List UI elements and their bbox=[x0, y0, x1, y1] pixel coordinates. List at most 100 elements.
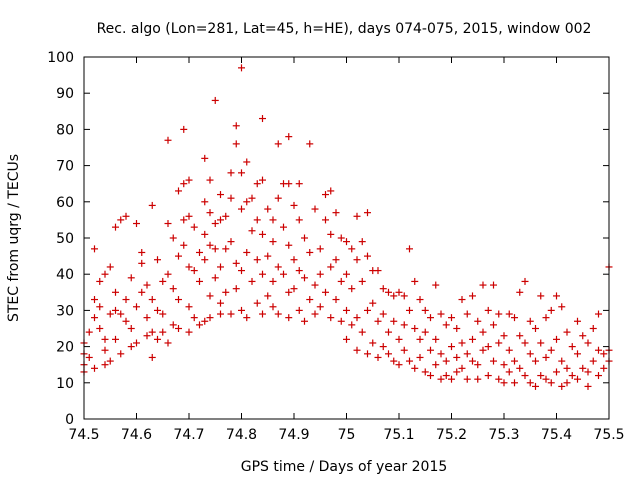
data-point bbox=[122, 212, 130, 220]
data-point bbox=[96, 277, 104, 285]
data-point bbox=[458, 296, 466, 304]
data-point bbox=[453, 353, 461, 361]
data-point bbox=[243, 158, 251, 166]
data-point bbox=[259, 310, 266, 318]
data-point bbox=[505, 368, 513, 376]
data-point bbox=[558, 357, 566, 365]
data-point bbox=[232, 285, 240, 293]
data-point bbox=[232, 122, 240, 130]
data-point bbox=[406, 306, 413, 314]
data-point bbox=[579, 332, 587, 340]
data-point bbox=[595, 346, 602, 354]
data-point bbox=[274, 263, 282, 271]
x-tick-label: 75.2 bbox=[436, 427, 467, 443]
x-tick-label: 75.1 bbox=[383, 427, 414, 443]
data-point bbox=[348, 245, 356, 253]
data-point bbox=[290, 256, 298, 264]
data-point bbox=[589, 325, 597, 332]
data-point bbox=[274, 310, 282, 318]
data-point bbox=[479, 328, 487, 336]
data-point bbox=[490, 321, 497, 329]
data-point bbox=[511, 357, 518, 365]
data-point bbox=[474, 361, 482, 369]
data-point bbox=[232, 140, 240, 148]
data-point bbox=[322, 288, 329, 296]
x-tick-label: 75.4 bbox=[541, 427, 572, 443]
data-point bbox=[584, 382, 592, 390]
y-tick-label: 80 bbox=[56, 122, 74, 138]
data-point bbox=[211, 96, 219, 104]
data-point bbox=[521, 372, 529, 380]
data-point bbox=[484, 343, 492, 351]
data-point bbox=[91, 364, 98, 372]
data-point bbox=[101, 346, 109, 354]
data-point bbox=[106, 263, 114, 271]
data-point bbox=[269, 216, 277, 224]
data-point bbox=[101, 270, 109, 278]
data-point bbox=[133, 303, 140, 311]
data-point bbox=[563, 379, 571, 387]
data-point bbox=[584, 339, 592, 347]
data-point bbox=[537, 292, 545, 300]
data-point bbox=[385, 288, 392, 296]
data-point bbox=[511, 379, 518, 387]
data-point bbox=[154, 256, 161, 264]
data-point bbox=[337, 317, 345, 325]
data-point bbox=[532, 325, 539, 332]
data-point bbox=[227, 238, 235, 246]
data-point bbox=[269, 303, 277, 311]
data-point bbox=[295, 180, 303, 188]
data-point bbox=[427, 346, 434, 354]
data-point bbox=[311, 281, 319, 289]
data-point bbox=[448, 375, 455, 383]
y-tick-label: 0 bbox=[65, 412, 74, 428]
data-point bbox=[516, 332, 524, 340]
data-point bbox=[484, 372, 492, 380]
data-point bbox=[353, 314, 361, 322]
data-point bbox=[295, 267, 303, 275]
data-point bbox=[526, 317, 534, 325]
data-point bbox=[217, 299, 224, 307]
data-point bbox=[348, 321, 356, 329]
axis-ticks: 74.5 74.6 74.7 74.8 74.9 75 75.1 75.2 75.3 75.4 75… bbox=[47, 50, 624, 443]
data-point bbox=[127, 325, 135, 332]
data-point bbox=[500, 379, 508, 387]
data-point bbox=[280, 223, 287, 231]
data-point bbox=[432, 335, 440, 343]
data-point bbox=[112, 335, 119, 343]
data-point bbox=[521, 339, 529, 347]
data-point bbox=[306, 296, 314, 304]
x-tick-label: 75.3 bbox=[488, 427, 519, 443]
data-point bbox=[274, 194, 282, 202]
data-point bbox=[479, 281, 487, 289]
data-point bbox=[453, 325, 461, 332]
x-tick-label: 74.5 bbox=[68, 427, 99, 443]
data-point bbox=[547, 306, 555, 314]
data-point bbox=[264, 205, 272, 213]
data-point bbox=[301, 317, 308, 325]
data-point bbox=[196, 321, 203, 329]
data-point bbox=[164, 270, 172, 278]
data-point bbox=[421, 306, 429, 314]
data-point bbox=[448, 343, 455, 351]
data-point bbox=[143, 281, 151, 289]
data-point bbox=[217, 310, 224, 318]
data-point bbox=[180, 241, 188, 249]
plot-frame bbox=[83, 56, 610, 420]
data-point bbox=[175, 252, 182, 260]
data-point bbox=[248, 277, 256, 285]
data-point bbox=[227, 310, 235, 318]
data-point bbox=[154, 306, 161, 314]
x-tick-label: 74.7 bbox=[173, 427, 204, 443]
data-point bbox=[337, 234, 345, 242]
data-point bbox=[211, 245, 219, 253]
data-point bbox=[442, 357, 450, 365]
data-point bbox=[437, 375, 445, 383]
data-point bbox=[238, 169, 245, 177]
data-point bbox=[343, 306, 350, 314]
data-point bbox=[474, 317, 482, 325]
data-point bbox=[143, 332, 151, 340]
x-axis-label: GPS time / Days of year 2015 bbox=[241, 459, 448, 475]
data-point bbox=[600, 364, 608, 372]
data-point bbox=[458, 364, 466, 372]
